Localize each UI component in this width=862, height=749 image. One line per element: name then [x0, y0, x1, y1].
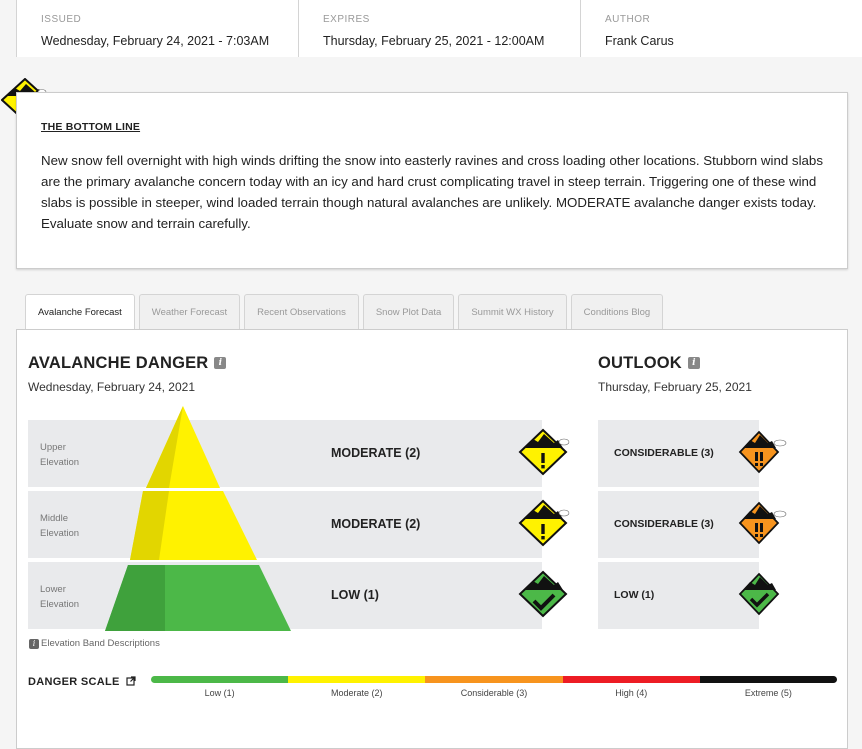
- issued-label: ISSUED: [41, 14, 82, 25]
- outlook-upper-band: CONSIDERABLE (3): [598, 420, 787, 487]
- outlook-lower-band: LOW (1): [598, 562, 780, 629]
- issued-block: ISSUED Wednesday, February 24, 2021 - 7:…: [16, 0, 298, 57]
- tab-conditions-blog[interactable]: Conditions Blog: [570, 294, 664, 329]
- band-label: Middle Elevation: [40, 513, 80, 539]
- elevation-pyramid: [105, 406, 291, 631]
- author-block: AUTHOR Frank Carus: [580, 0, 862, 57]
- band-label: Lower Elevation: [40, 584, 80, 610]
- danger-scale-labels: Low (1) Moderate (2) Considerable (3) Hi…: [151, 688, 837, 698]
- info-icon[interactable]: i: [687, 357, 700, 369]
- outlook-rating: CONSIDERABLE (3): [614, 518, 714, 530]
- author-label: AUTHOR: [605, 14, 651, 25]
- danger-scale-bar: [151, 676, 837, 683]
- tab-avalanche-forecast[interactable]: Avalanche Forecast: [25, 294, 135, 330]
- scale-low-segment: [151, 676, 289, 683]
- upper-elevation-band: Upper Elevation MODERATE (2): [28, 420, 570, 487]
- moderate-danger-icon: [518, 428, 570, 476]
- moderate-danger-icon: [518, 499, 570, 547]
- outlook-title-row: OUTLOOK i: [598, 354, 700, 373]
- scale-label: Considerable (3): [460, 688, 528, 698]
- low-danger-icon: [738, 572, 780, 616]
- danger-scale-title[interactable]: DANGER SCALE: [28, 676, 136, 688]
- bottom-line-card: THE BOTTOM LINE New snow fell overnight …: [16, 92, 848, 269]
- danger-title: AVALANCHE DANGER: [28, 354, 209, 372]
- author-value: Frank Carus: [605, 34, 674, 48]
- middle-elevation-band: Middle Elevation MODERATE (2): [28, 491, 570, 558]
- band-rating: MODERATE (2): [331, 446, 421, 460]
- scale-label: Moderate (2): [331, 688, 383, 698]
- danger-date: Wednesday, February 24, 2021: [28, 380, 195, 394]
- scale-extreme-segment: [699, 676, 837, 683]
- forecast-meta: ISSUED Wednesday, February 24, 2021 - 7:…: [16, 0, 862, 57]
- scale-label: High (4): [615, 688, 648, 698]
- scale-label: Low (1): [204, 688, 235, 698]
- considerable-danger-icon: [738, 501, 787, 545]
- outlook-rating: CONSIDERABLE (3): [614, 447, 714, 459]
- bottom-line-title: THE BOTTOM LINE: [41, 121, 141, 133]
- tab-summit-wx-history[interactable]: Summit WX History: [458, 294, 567, 329]
- considerable-danger-icon: [738, 430, 787, 474]
- tab-recent-observations[interactable]: Recent Observations: [244, 294, 359, 329]
- info-icon: i: [29, 639, 39, 649]
- tab-weather-forecast[interactable]: Weather Forecast: [138, 294, 241, 329]
- expires-label: EXPIRES: [323, 14, 370, 25]
- elevation-band-descriptions-link[interactable]: i Elevation Band Descriptions: [29, 638, 160, 649]
- info-icon[interactable]: i: [214, 357, 227, 369]
- danger-title-row: AVALANCHE DANGER i: [28, 354, 227, 373]
- issued-value: Wednesday, February 24, 2021 - 7:03AM: [41, 34, 270, 48]
- forecast-tabs: Avalanche Forecast Weather Forecast Rece…: [25, 294, 667, 330]
- outlook-rating: LOW (1): [614, 589, 655, 601]
- scale-label: Extreme (5): [744, 688, 792, 698]
- outlook-date: Thursday, February 25, 2021: [598, 380, 752, 394]
- scale-considerable-segment: [425, 676, 563, 683]
- bottom-line-text: New snow fell overnight with high winds …: [41, 153, 823, 231]
- band-rating: MODERATE (2): [331, 517, 421, 531]
- expires-block: EXPIRES Thursday, February 25, 2021 - 12…: [298, 0, 580, 57]
- tab-snow-plot-data[interactable]: Snow Plot Data: [362, 294, 455, 329]
- forecast-panel: AVALANCHE DANGER i Wednesday, February 24…: [16, 329, 848, 749]
- low-danger-icon: [518, 570, 568, 618]
- outlook-middle-band: CONSIDERABLE (3): [598, 491, 787, 558]
- outlook-title: OUTLOOK: [598, 354, 682, 372]
- external-link-icon: [126, 676, 136, 686]
- expires-value: Thursday, February 25, 2021 - 12:00AM: [323, 34, 545, 48]
- band-rating: LOW (1): [331, 588, 379, 602]
- scale-high-segment: [562, 676, 700, 683]
- band-label: Upper Elevation: [40, 442, 80, 468]
- scale-moderate-segment: [288, 676, 426, 683]
